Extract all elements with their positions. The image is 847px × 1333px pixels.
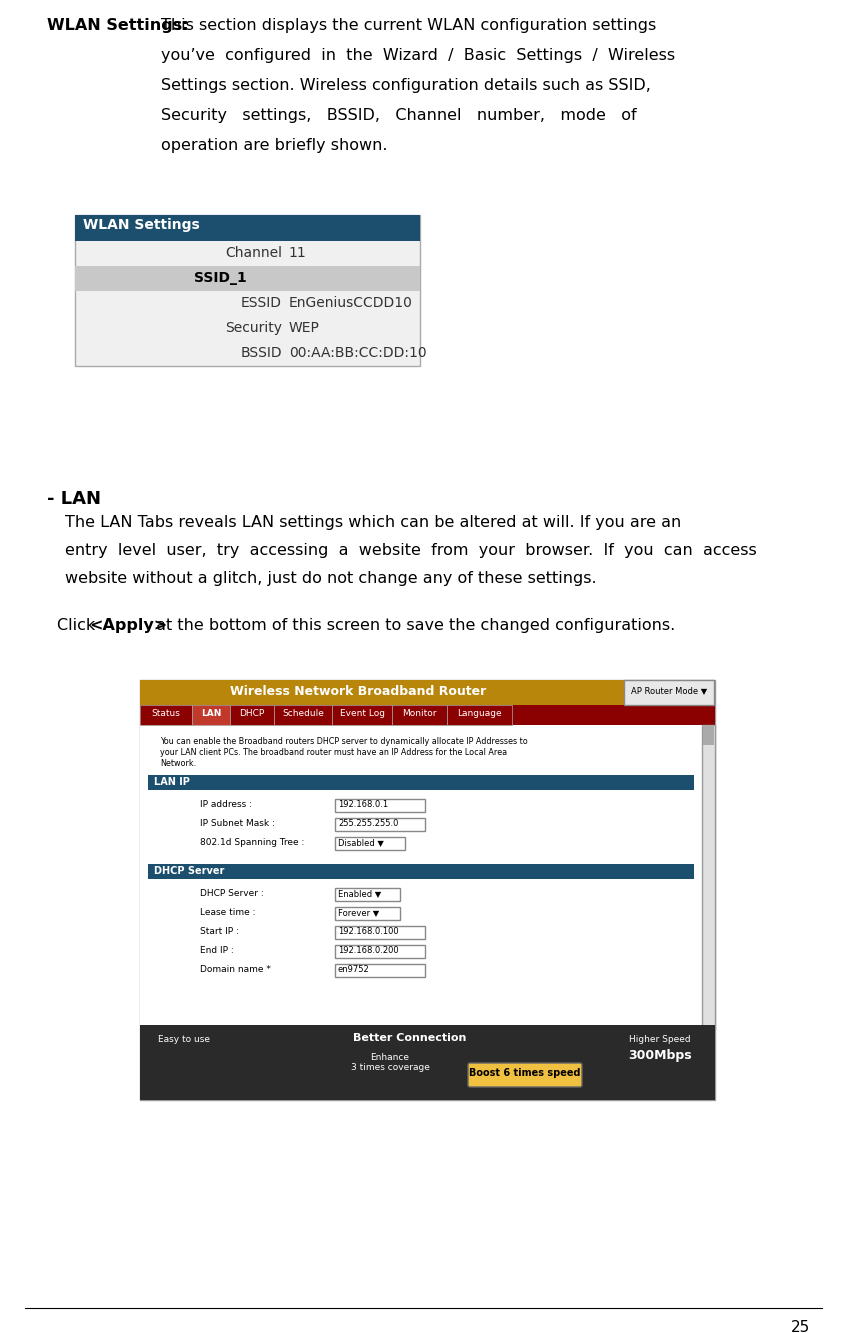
Bar <box>335 798 425 812</box>
Bar <box>230 705 274 725</box>
Bar <box>140 680 715 1100</box>
Bar <box>447 705 512 725</box>
Bar <box>335 906 400 920</box>
Bar <box>335 888 400 901</box>
Bar <box>702 725 715 1030</box>
Text: EnGeniusCCDD10: EnGeniusCCDD10 <box>289 296 412 311</box>
Bar <box>75 215 420 241</box>
Text: WLAN Settings:: WLAN Settings: <box>47 19 189 33</box>
Text: Enhance
3 times coverage: Enhance 3 times coverage <box>351 1053 429 1073</box>
Text: Forever ▼: Forever ▼ <box>338 908 379 917</box>
Text: 25: 25 <box>791 1320 810 1333</box>
Bar <box>140 680 715 705</box>
Text: You can enable the Broadband routers DHCP server to dynamically allocate IP Addr: You can enable the Broadband routers DHC… <box>160 737 528 746</box>
Text: Monitor: Monitor <box>402 709 437 718</box>
Text: IP address :: IP address : <box>200 800 252 809</box>
Text: DHCP: DHCP <box>240 709 264 718</box>
Bar <box>140 705 715 725</box>
Text: <Apply>: <Apply> <box>89 619 167 633</box>
Text: Channel: Channel <box>225 247 282 260</box>
Text: 255.255.255.0: 255.255.255.0 <box>338 818 398 828</box>
Text: Click: Click <box>57 619 101 633</box>
Text: at the bottom of this screen to save the changed configurations.: at the bottom of this screen to save the… <box>151 619 675 633</box>
Text: WEP: WEP <box>289 321 320 335</box>
Bar <box>140 725 702 1030</box>
Text: Domain name *: Domain name * <box>200 965 271 974</box>
Text: Schedule: Schedule <box>282 709 324 718</box>
Text: Network.: Network. <box>160 758 197 768</box>
Bar <box>335 945 425 958</box>
Text: 802.1d Spanning Tree :: 802.1d Spanning Tree : <box>200 838 304 846</box>
Bar <box>335 837 405 850</box>
Text: entry  level  user,  try  accessing  a  website  from  your  browser.  If  you  : entry level user, try accessing a websit… <box>65 543 756 559</box>
Text: Easy to use: Easy to use <box>158 1034 210 1044</box>
Text: LAN: LAN <box>201 709 221 718</box>
Text: - LAN: - LAN <box>47 491 101 508</box>
Text: WLAN Settings: WLAN Settings <box>83 219 200 232</box>
Text: Security   settings,   BSSID,   Channel   number,   mode   of: Security settings, BSSID, Channel number… <box>161 108 637 123</box>
Bar <box>75 215 420 367</box>
Text: 192.168.0.100: 192.168.0.100 <box>338 926 399 936</box>
Text: Disabled ▼: Disabled ▼ <box>338 838 384 846</box>
Bar <box>332 705 392 725</box>
Text: This section displays the current WLAN configuration settings: This section displays the current WLAN c… <box>161 19 656 33</box>
Bar <box>624 680 714 705</box>
Bar <box>192 705 230 725</box>
Text: DHCP Server: DHCP Server <box>154 866 224 876</box>
Text: AP Router Mode ▼: AP Router Mode ▼ <box>631 686 707 694</box>
Text: ESSID: ESSID <box>241 296 282 311</box>
Text: Better Connection: Better Connection <box>353 1033 467 1042</box>
Text: 00:AA:BB:CC:DD:10: 00:AA:BB:CC:DD:10 <box>289 347 427 360</box>
Text: LAN IP: LAN IP <box>154 777 190 786</box>
Bar <box>392 705 447 725</box>
Text: Boost 6 times speed: Boost 6 times speed <box>469 1068 581 1078</box>
Text: Security: Security <box>225 321 282 335</box>
Text: en9752: en9752 <box>338 965 370 974</box>
Text: The LAN Tabs reveals LAN settings which can be altered at will. If you are an: The LAN Tabs reveals LAN settings which … <box>65 515 681 531</box>
Bar <box>335 964 425 977</box>
Text: DHCP Server :: DHCP Server : <box>200 889 263 898</box>
Text: Event Log: Event Log <box>340 709 385 718</box>
Bar <box>140 1025 715 1100</box>
Text: IP Subnet Mask :: IP Subnet Mask : <box>200 818 275 828</box>
Text: operation are briefly shown.: operation are briefly shown. <box>161 139 387 153</box>
Text: 192.168.0.200: 192.168.0.200 <box>338 946 399 954</box>
Bar <box>148 774 694 790</box>
Bar <box>140 705 192 725</box>
Bar <box>75 267 420 291</box>
Bar <box>274 705 332 725</box>
Text: your LAN client PCs. The broadband router must have an IP Address for the Local : your LAN client PCs. The broadband route… <box>160 748 507 757</box>
Text: BSSID: BSSID <box>241 347 282 360</box>
Text: 11: 11 <box>289 247 307 260</box>
Text: 192.168.0.1: 192.168.0.1 <box>338 800 388 809</box>
Text: Lease time :: Lease time : <box>200 908 256 917</box>
Text: you’ve  configured  in  the  Wizard  /  Basic  Settings  /  Wireless: you’ve configured in the Wizard / Basic … <box>161 48 675 63</box>
Text: Start IP :: Start IP : <box>200 926 239 936</box>
Text: Status: Status <box>152 709 180 718</box>
Text: Wireless Network Broadband Router: Wireless Network Broadband Router <box>230 685 486 698</box>
Bar <box>335 926 425 938</box>
Bar <box>148 864 694 878</box>
Text: SSID_1: SSID_1 <box>193 271 246 285</box>
FancyBboxPatch shape <box>468 1062 582 1086</box>
Text: Higher Speed: Higher Speed <box>629 1034 691 1044</box>
Bar <box>335 818 425 830</box>
Text: Language: Language <box>457 709 501 718</box>
Text: Settings section. Wireless configuration details such as SSID,: Settings section. Wireless configuration… <box>161 79 650 93</box>
Text: 300Mbps: 300Mbps <box>628 1049 692 1062</box>
Text: website without a glitch, just do not change any of these settings.: website without a glitch, just do not ch… <box>65 571 596 587</box>
Text: End IP :: End IP : <box>200 946 234 954</box>
Text: Enabled ▼: Enabled ▼ <box>338 889 381 898</box>
Bar <box>703 725 714 745</box>
